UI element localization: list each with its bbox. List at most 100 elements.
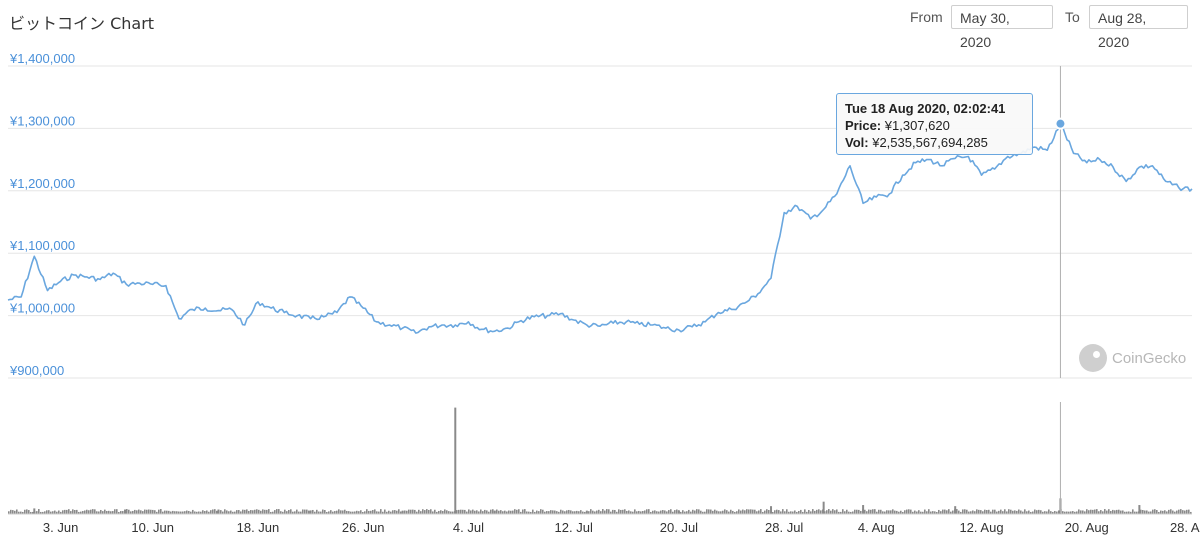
volume-bar — [550, 510, 552, 514]
volume-bar — [502, 511, 504, 514]
volume-bar — [230, 510, 232, 514]
volume-bar — [474, 510, 476, 514]
volume-bar — [924, 509, 926, 514]
volume-bar — [382, 511, 384, 514]
volume-bar — [914, 510, 916, 514]
volume-bar — [84, 510, 86, 514]
volume-bar — [682, 510, 684, 514]
volume-bar — [868, 509, 870, 514]
volume-bar — [938, 509, 940, 514]
volume-bar — [944, 509, 946, 514]
volume-bar — [904, 510, 906, 514]
volume-bar — [88, 510, 90, 514]
volume-bar — [512, 510, 514, 514]
volume-bar — [18, 511, 20, 514]
volume-bar — [946, 510, 948, 514]
volume-bar — [585, 510, 588, 514]
volume-bar — [822, 501, 825, 514]
volume-bar — [796, 511, 798, 514]
volume-bar — [766, 509, 768, 514]
volume-bar — [8, 511, 10, 514]
volume-bar — [1024, 509, 1026, 514]
volume-bar — [684, 511, 686, 514]
volume-bar — [660, 510, 662, 514]
volume-bar — [172, 510, 174, 514]
watermark-text: CoinGecko — [1112, 349, 1187, 367]
volume-bar — [448, 511, 450, 514]
volume-bar — [250, 510, 252, 514]
volume-bar — [268, 509, 270, 514]
volume-bar — [202, 510, 204, 514]
volume-bar — [128, 509, 130, 514]
volume-bar — [72, 509, 74, 514]
volume-bar — [96, 511, 98, 514]
volume-bar — [574, 511, 576, 514]
volume-bar — [120, 511, 122, 514]
volume-bar — [614, 509, 616, 514]
volume-bar — [398, 509, 400, 514]
volume-bar — [294, 511, 296, 514]
volume-bar — [162, 511, 164, 514]
volume-bar — [736, 511, 738, 514]
volume-bar — [270, 511, 272, 514]
volume-bar — [356, 510, 358, 514]
volume-bar — [160, 509, 162, 514]
from-date-input[interactable]: May 30, 2020 — [951, 5, 1053, 50]
volume-bar — [224, 509, 226, 514]
to-date-input[interactable]: Aug 28, 2020 — [1089, 5, 1188, 50]
volume-bar — [226, 510, 228, 514]
volume-bar — [68, 509, 70, 514]
volume-bar — [564, 511, 566, 514]
x-tick-label: 4. Aug — [858, 520, 895, 535]
volume-bar — [714, 509, 716, 514]
volume-bar — [754, 509, 756, 514]
volume-bar — [816, 509, 818, 514]
volume-bar — [438, 510, 440, 514]
volume-bar — [786, 509, 788, 514]
volume-bar — [1026, 511, 1028, 514]
volume-bar — [464, 509, 466, 514]
volume-bar — [184, 511, 186, 514]
volume-bar — [404, 510, 406, 514]
volume-bar — [500, 510, 502, 514]
volume-bar — [468, 509, 470, 514]
volume-bar — [186, 510, 188, 514]
volume-bar — [634, 509, 636, 514]
volume-bar — [802, 511, 804, 514]
volume-bar — [432, 511, 434, 514]
volume-bar — [960, 511, 962, 514]
volume-bar — [134, 509, 136, 514]
tooltip: Tue 18 Aug 2020, 02:02:41 Price: ¥1,307,… — [836, 93, 1033, 155]
volume-bar — [320, 511, 322, 514]
volume-bar — [114, 509, 116, 514]
tooltip-vol-row: Vol: ¥2,535,567,694,285 — [845, 134, 1024, 151]
volume-bar — [304, 509, 306, 514]
volume-bar — [54, 510, 56, 514]
volume-bar — [1130, 511, 1132, 514]
volume-bar — [832, 509, 834, 514]
volume-bar — [936, 511, 938, 514]
volume-bar — [932, 511, 934, 514]
volume-bar — [728, 511, 730, 514]
volume-bar — [672, 511, 674, 514]
volume-bar — [388, 510, 390, 514]
volume-bar — [406, 510, 408, 514]
volume-bar — [1182, 510, 1184, 514]
volume-bar — [290, 509, 292, 514]
volume-bar — [346, 510, 348, 514]
volume-bar — [712, 510, 714, 514]
x-tick-label: 28. Jul — [765, 520, 803, 535]
volume-bar — [1102, 511, 1104, 514]
volume-bar — [264, 509, 266, 514]
volume-bar — [1030, 511, 1032, 514]
x-tick-label: 28. Aug — [1170, 520, 1200, 535]
volume-bar — [810, 511, 812, 514]
volume-bar — [1014, 510, 1016, 514]
volume-bar — [400, 511, 402, 514]
volume-bar — [156, 511, 158, 514]
volume-bar — [690, 511, 692, 514]
volume-bar — [722, 510, 724, 514]
volume-bar — [576, 510, 578, 514]
volume-bar — [1038, 509, 1040, 514]
